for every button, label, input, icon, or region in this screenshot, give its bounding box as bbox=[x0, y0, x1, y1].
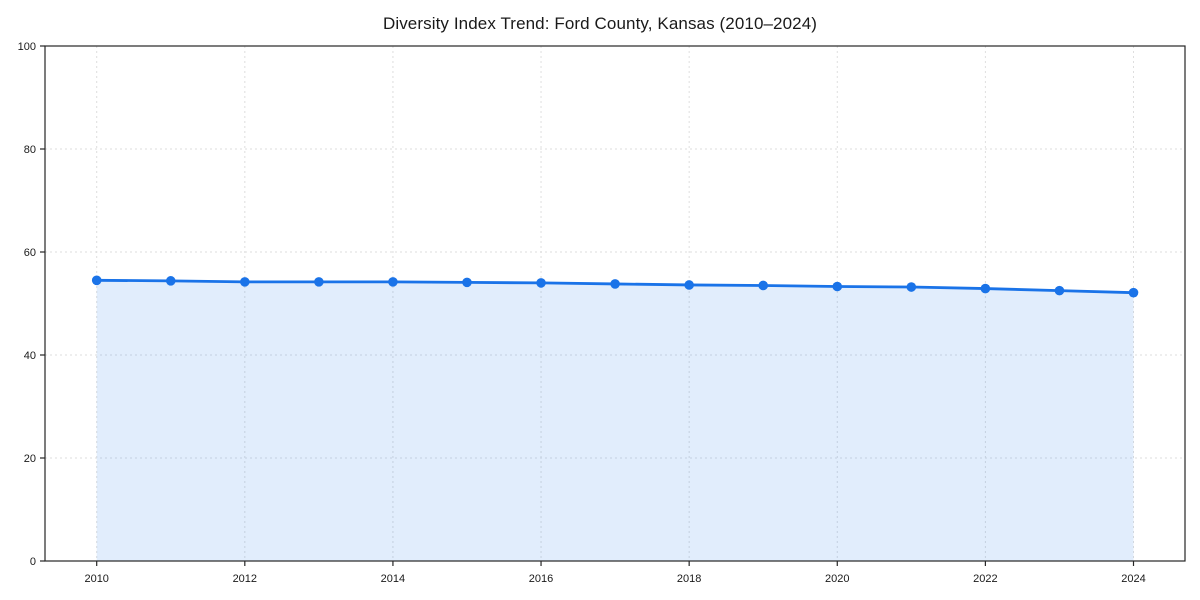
area-fill bbox=[96, 280, 1134, 561]
chart-title: Diversity Index Trend: Ford County, Kans… bbox=[382, 14, 818, 33]
data-point-2017 bbox=[610, 279, 620, 289]
data-point-2018 bbox=[684, 280, 694, 290]
y-axis-tick-label: 20 bbox=[24, 453, 36, 465]
x-axis-tick-label: 2024 bbox=[1121, 573, 1145, 585]
data-point-2011 bbox=[165, 276, 176, 286]
plot-frame bbox=[44, 45, 1186, 562]
y-axis-tick-label: 40 bbox=[24, 350, 36, 362]
x-axis-tick-label: 2010 bbox=[84, 573, 108, 585]
data-point-2014 bbox=[388, 277, 398, 287]
data-point-2016 bbox=[536, 278, 546, 288]
y-axis-tick-label: 0 bbox=[30, 556, 36, 568]
y-axis-tick-label: 60 bbox=[24, 247, 36, 259]
x-axis-tick-label: 2018 bbox=[677, 573, 701, 585]
data-point-2013 bbox=[314, 277, 324, 287]
data-point-2012 bbox=[240, 277, 250, 287]
data-point-2024 bbox=[1128, 287, 1139, 298]
x-axis-tick-label: 2022 bbox=[973, 573, 997, 585]
x-axis-tick-label: 2016 bbox=[529, 573, 553, 585]
x-axis-tick-label: 2012 bbox=[233, 573, 257, 585]
y-axis-tick-label: 100 bbox=[18, 41, 36, 53]
y-axis-tick-label: 80 bbox=[24, 144, 36, 156]
x-axis-tick-label: 2020 bbox=[825, 573, 849, 585]
x-axis-tick-label: 2014 bbox=[381, 573, 405, 585]
data-point-2019 bbox=[758, 280, 769, 291]
data-point-2021 bbox=[906, 282, 917, 292]
data-point-2022 bbox=[980, 283, 991, 294]
data-point-2020 bbox=[832, 281, 843, 292]
data-point-2010 bbox=[91, 275, 102, 286]
data-point-2023 bbox=[1054, 285, 1065, 296]
data-point-2015 bbox=[462, 277, 472, 288]
